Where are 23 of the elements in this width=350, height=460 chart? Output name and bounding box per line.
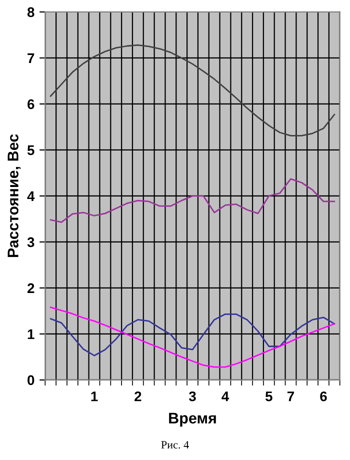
y-axis-title: Расстояние, Вес (8, 134, 21, 258)
line-series (50, 306, 336, 368)
x-tick-label: 1 (91, 392, 98, 402)
line-series (50, 178, 336, 223)
x-tick-label: 7 (287, 392, 294, 402)
y-tick-label: 4 (27, 191, 35, 201)
line-series (50, 313, 336, 356)
text: Рис. 4 (161, 441, 189, 449)
y-tick-label: 2 (27, 283, 34, 293)
x-tick-label: 6 (320, 391, 327, 402)
y-tick-label: 1 (28, 329, 34, 339)
y-tick-label: 7 (28, 53, 34, 63)
x-tick-label: 5 (265, 392, 272, 402)
y-tick-label: 0 (28, 375, 34, 386)
x-tick-label: 2 (134, 391, 142, 402)
x-tick-label: 4 (222, 392, 230, 402)
x-tick-label: 3 (188, 391, 196, 402)
y-tick-label: 6 (28, 99, 34, 110)
y-tick-label: 3 (27, 237, 34, 248)
y-tick-label: 5 (27, 145, 34, 156)
line-series (50, 44, 336, 136)
x-axis-title: Время (169, 412, 216, 427)
y-tick-label: 8 (27, 7, 34, 18)
